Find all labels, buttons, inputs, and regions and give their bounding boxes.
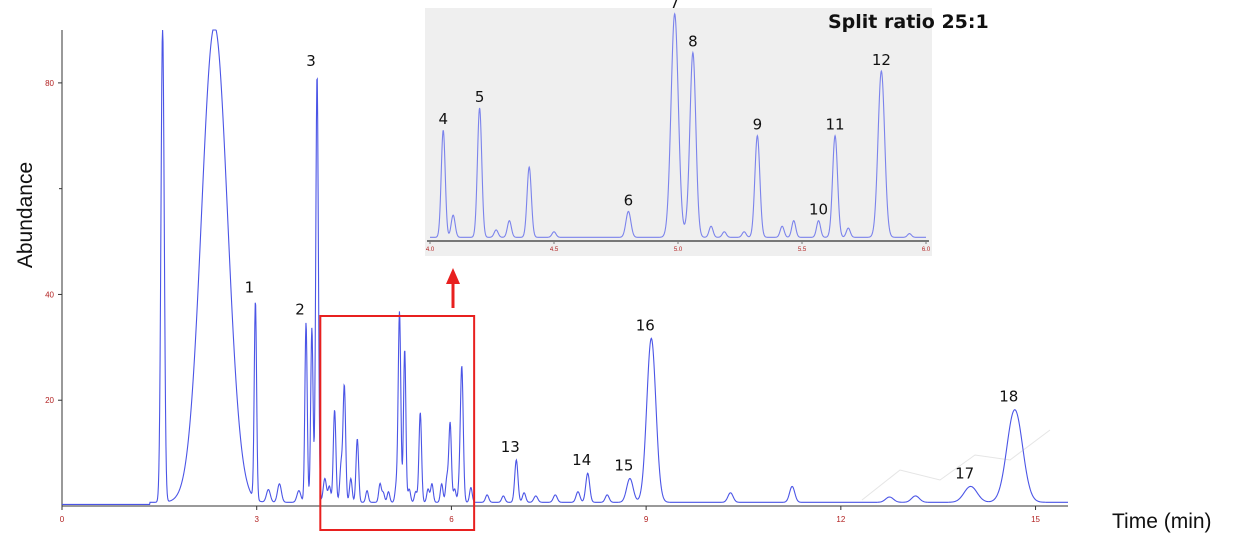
y-tick-label: 40: [45, 290, 54, 299]
inset-x-axis-ticks: 4.0 4.5 5.0 5.5 6.0: [426, 241, 931, 253]
inset-peak-label: 7: [670, 0, 680, 12]
inset-background: [425, 8, 932, 256]
inset-peak-label: 5: [475, 88, 485, 106]
x-tick-label: 9: [644, 515, 649, 524]
x-tick-label: 3: [254, 515, 259, 524]
zoom-arrow: [446, 268, 460, 308]
inset-x-tick-label: 4.0: [426, 247, 435, 253]
y-axis-title: Abundance: [14, 162, 37, 268]
peak-label: 1: [245, 279, 255, 297]
x-tick-label: 15: [1031, 515, 1040, 524]
y-tick-label: 80: [45, 79, 54, 88]
inset-peak-labels: 4 5 6 7 8 9 10 11 12: [438, 0, 890, 219]
watermark-outline: [861, 429, 1051, 501]
watermark-logo: [861, 429, 1051, 501]
peak-label: 3: [306, 52, 316, 70]
x-axis-title: Time (min): [1112, 510, 1212, 533]
peak-label: 16: [636, 316, 655, 334]
x-tick-label: 0: [60, 515, 65, 524]
x-tick-label: 6: [449, 515, 454, 524]
peak-label: 13: [501, 438, 520, 456]
inset-x-tick-label: 5.0: [674, 247, 683, 253]
split-ratio-annotation: Split ratio 25:1: [828, 11, 989, 33]
inset-peak-label: 11: [826, 116, 845, 134]
inset-peak-label: 4: [438, 110, 448, 128]
peak-label: 18: [999, 388, 1018, 406]
peak-label: 17: [955, 464, 974, 482]
inset-plot: 4.0 4.5 5.0 5.5 6.0 4 5 6 7 8 9 10 11 12: [425, 0, 932, 256]
peak-label: 15: [614, 456, 633, 474]
inset-peak-label: 9: [753, 116, 763, 134]
inset-chromatogram-trace: [430, 12, 926, 238]
inset-peak-label: 12: [872, 51, 891, 69]
peak-label: 14: [572, 451, 591, 469]
inset-peak-label: 8: [688, 33, 698, 51]
inset-x-tick-label: 4.5: [550, 247, 559, 253]
arrow-head: [446, 268, 460, 284]
inset-x-tick-label: 6.0: [922, 247, 931, 253]
y-axis-ticks: 20 40 80: [45, 79, 62, 405]
x-axis-ticks: 0 3 6 9 12 15: [60, 506, 1041, 524]
chromatogram-trace: [62, 29, 1068, 505]
x-tick-label: 12: [836, 515, 845, 524]
peak-label: 2: [295, 300, 305, 318]
inset-peak-label: 10: [809, 201, 828, 219]
highlight-region-box: [319, 315, 476, 531]
inset-peak-label: 6: [624, 191, 634, 209]
y-tick-label: 20: [45, 396, 54, 405]
inset-x-tick-label: 5.5: [798, 247, 807, 253]
